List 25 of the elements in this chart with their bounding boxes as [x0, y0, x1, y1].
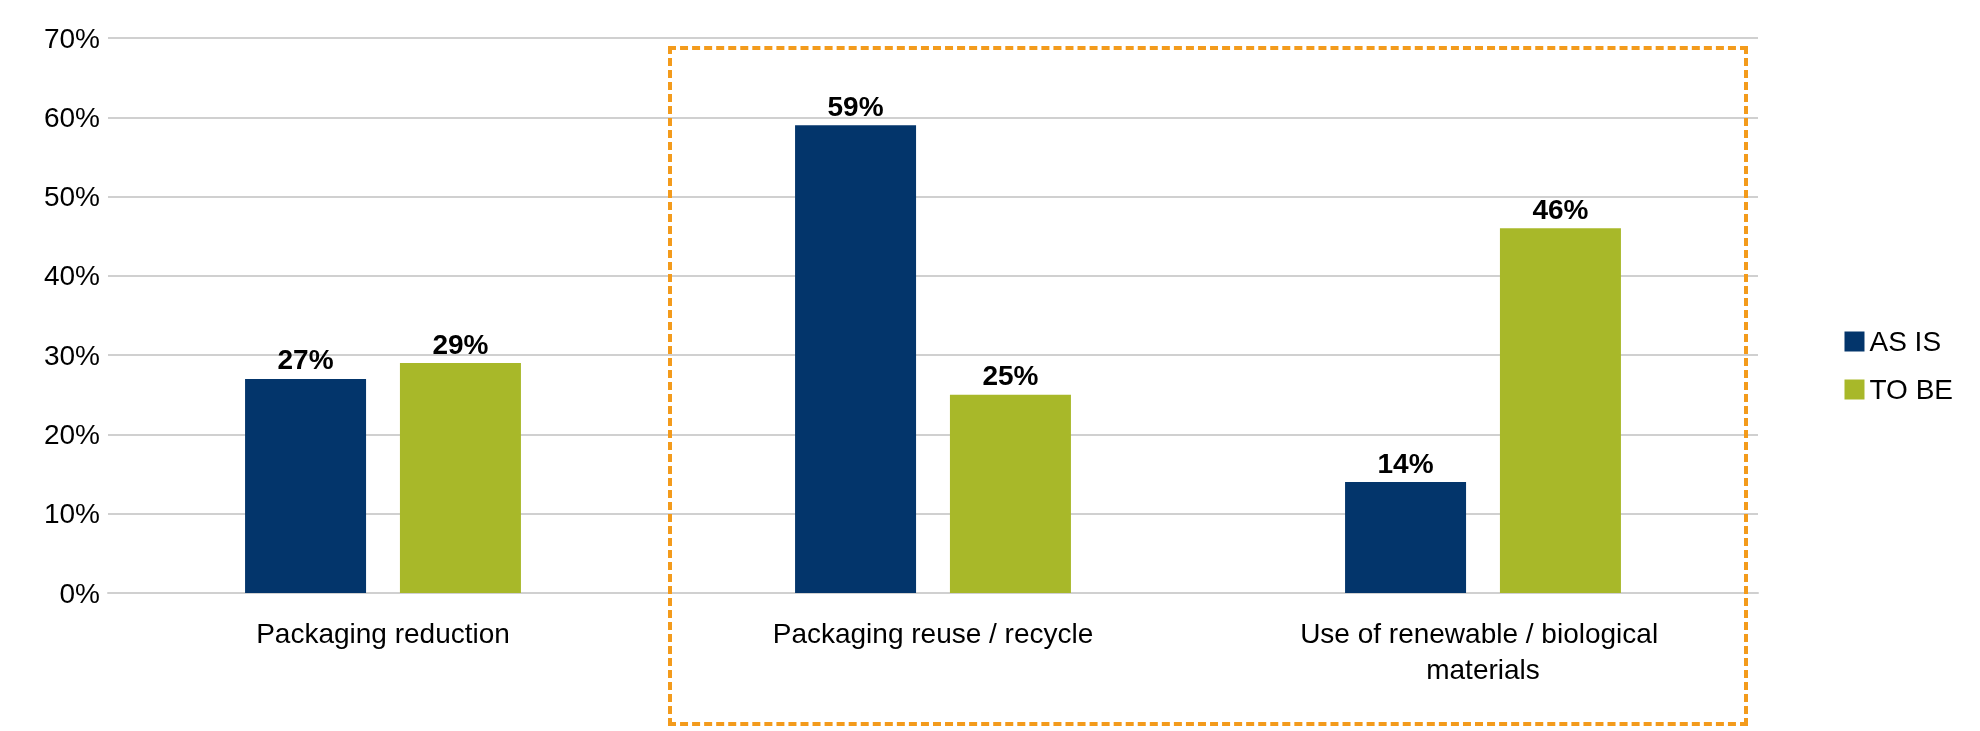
legend-label: AS IS [1869, 326, 1942, 357]
y-tick-label: 60% [43, 101, 100, 133]
legend-label: TO BE [1869, 374, 1954, 405]
bar [399, 363, 521, 593]
bar [1499, 228, 1621, 593]
y-tick-label: 0% [59, 577, 100, 609]
y-tick-label: 70% [43, 22, 100, 54]
data-label: 59% [827, 90, 884, 122]
bar [245, 378, 367, 593]
y-tick-label: 20% [43, 418, 100, 450]
y-tick-label: 10% [43, 498, 100, 530]
bar [795, 125, 917, 593]
x-tick-label: Use of renewable / biological materials [1300, 617, 1666, 685]
data-label: 25% [982, 360, 1039, 392]
bar [1345, 482, 1467, 593]
y-tick-label: 30% [43, 339, 100, 371]
data-label: 29% [432, 328, 489, 360]
x-tick-label: Packaging reduction [256, 617, 510, 649]
data-label: 14% [1377, 447, 1434, 479]
x-tick-label: Packaging reuse / recycle [772, 617, 1094, 649]
y-tick-label: 50% [43, 181, 100, 213]
data-label: 27% [277, 344, 334, 376]
bar [949, 394, 1071, 593]
y-tick-label: 40% [43, 260, 100, 292]
data-label: 46% [1532, 193, 1589, 225]
